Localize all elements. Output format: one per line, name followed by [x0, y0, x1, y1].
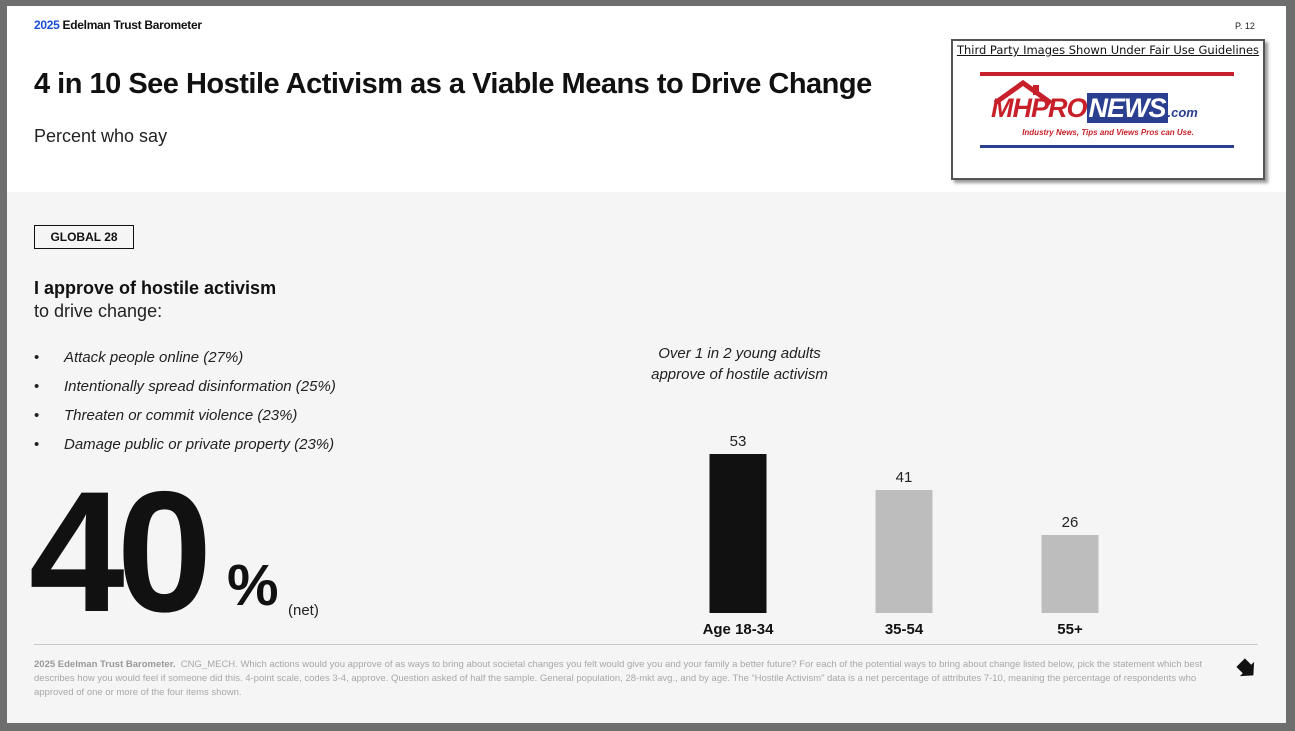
action-list: Attack people online (27%) Intentionally…: [34, 349, 336, 465]
footnote-text: CNG_MECH. Which actions would you approv…: [34, 659, 1203, 698]
headline-value: 40: [29, 456, 212, 648]
logo-word-com: .com: [1167, 105, 1198, 120]
chart-title-line: Over 1 in 2 young adults: [658, 345, 821, 362]
logo-tagline: Industry News, Tips and Views Pros can U…: [1022, 128, 1194, 137]
category-label-2: 55+: [1057, 621, 1083, 638]
page-title: 4 in 10 See Hostile Activism as a Viable…: [34, 68, 872, 100]
data-label-0: 53: [730, 433, 747, 450]
list-item: Attack people online (27%): [34, 349, 336, 378]
logo-word-news: NEWS: [1086, 93, 1168, 123]
list-item: Threaten or commit violence (23%): [34, 407, 336, 436]
data-label-2: 26: [1062, 514, 1079, 531]
footer-divider: [34, 644, 1258, 645]
region-badge: GLOBAL 28: [34, 225, 134, 249]
slide: 2025 Edelman Trust Barometer P. 12 4 in …: [7, 6, 1286, 723]
category-label-0: Age 18-34: [703, 621, 775, 638]
chart-title-line: approve of hostile activism: [651, 366, 828, 383]
bar-1: [875, 490, 933, 613]
category-label-1: 35-54: [885, 621, 924, 638]
house-roof-icon: [993, 79, 1053, 106]
next-arrow-icon[interactable]: [1232, 656, 1258, 682]
list-item: Damage public or private property (23%): [34, 436, 336, 465]
bar-0: [709, 454, 767, 613]
headline-unit: %: [227, 553, 279, 618]
data-label-1: 41: [896, 469, 913, 486]
chart-title: Over 1 in 2 young adults approve of host…: [627, 343, 852, 385]
age-bar-chart: 53 Age 18-34 41 35-54 26 55+: [703, 433, 1099, 638]
logo-caption: Third Party Images Shown Under Fair Use …: [956, 43, 1260, 57]
logo-wordmark: MHPRONEWS .com: [991, 93, 1198, 124]
footnote: 2025 Edelman Trust Barometer. CNG_MECH. …: [34, 658, 1214, 700]
page-subtitle: Percent who say: [34, 126, 168, 146]
statement-rest: to drive change:: [34, 301, 163, 321]
brand-mark: 2025 Edelman Trust Barometer: [34, 18, 202, 32]
headline-qualifier: (net): [288, 602, 319, 619]
fair-use-logo: Third Party Images Shown Under Fair Use …: [951, 39, 1265, 180]
logo-word-mhpro: MHPRO: [991, 93, 1087, 123]
footnote-source: 2025 Edelman Trust Barometer.: [34, 659, 176, 670]
logo-red-rule: [980, 72, 1234, 76]
logo-blue-rule: [980, 145, 1234, 148]
page-number: P. 12: [1235, 21, 1255, 31]
brand-name: Edelman Trust Barometer: [62, 18, 202, 32]
list-item: Intentionally spread disinformation (25%…: [34, 378, 336, 407]
bar-2: [1041, 535, 1099, 613]
statement-bold: I approve of hostile activism: [34, 278, 277, 298]
brand-year: 2025: [34, 18, 60, 32]
